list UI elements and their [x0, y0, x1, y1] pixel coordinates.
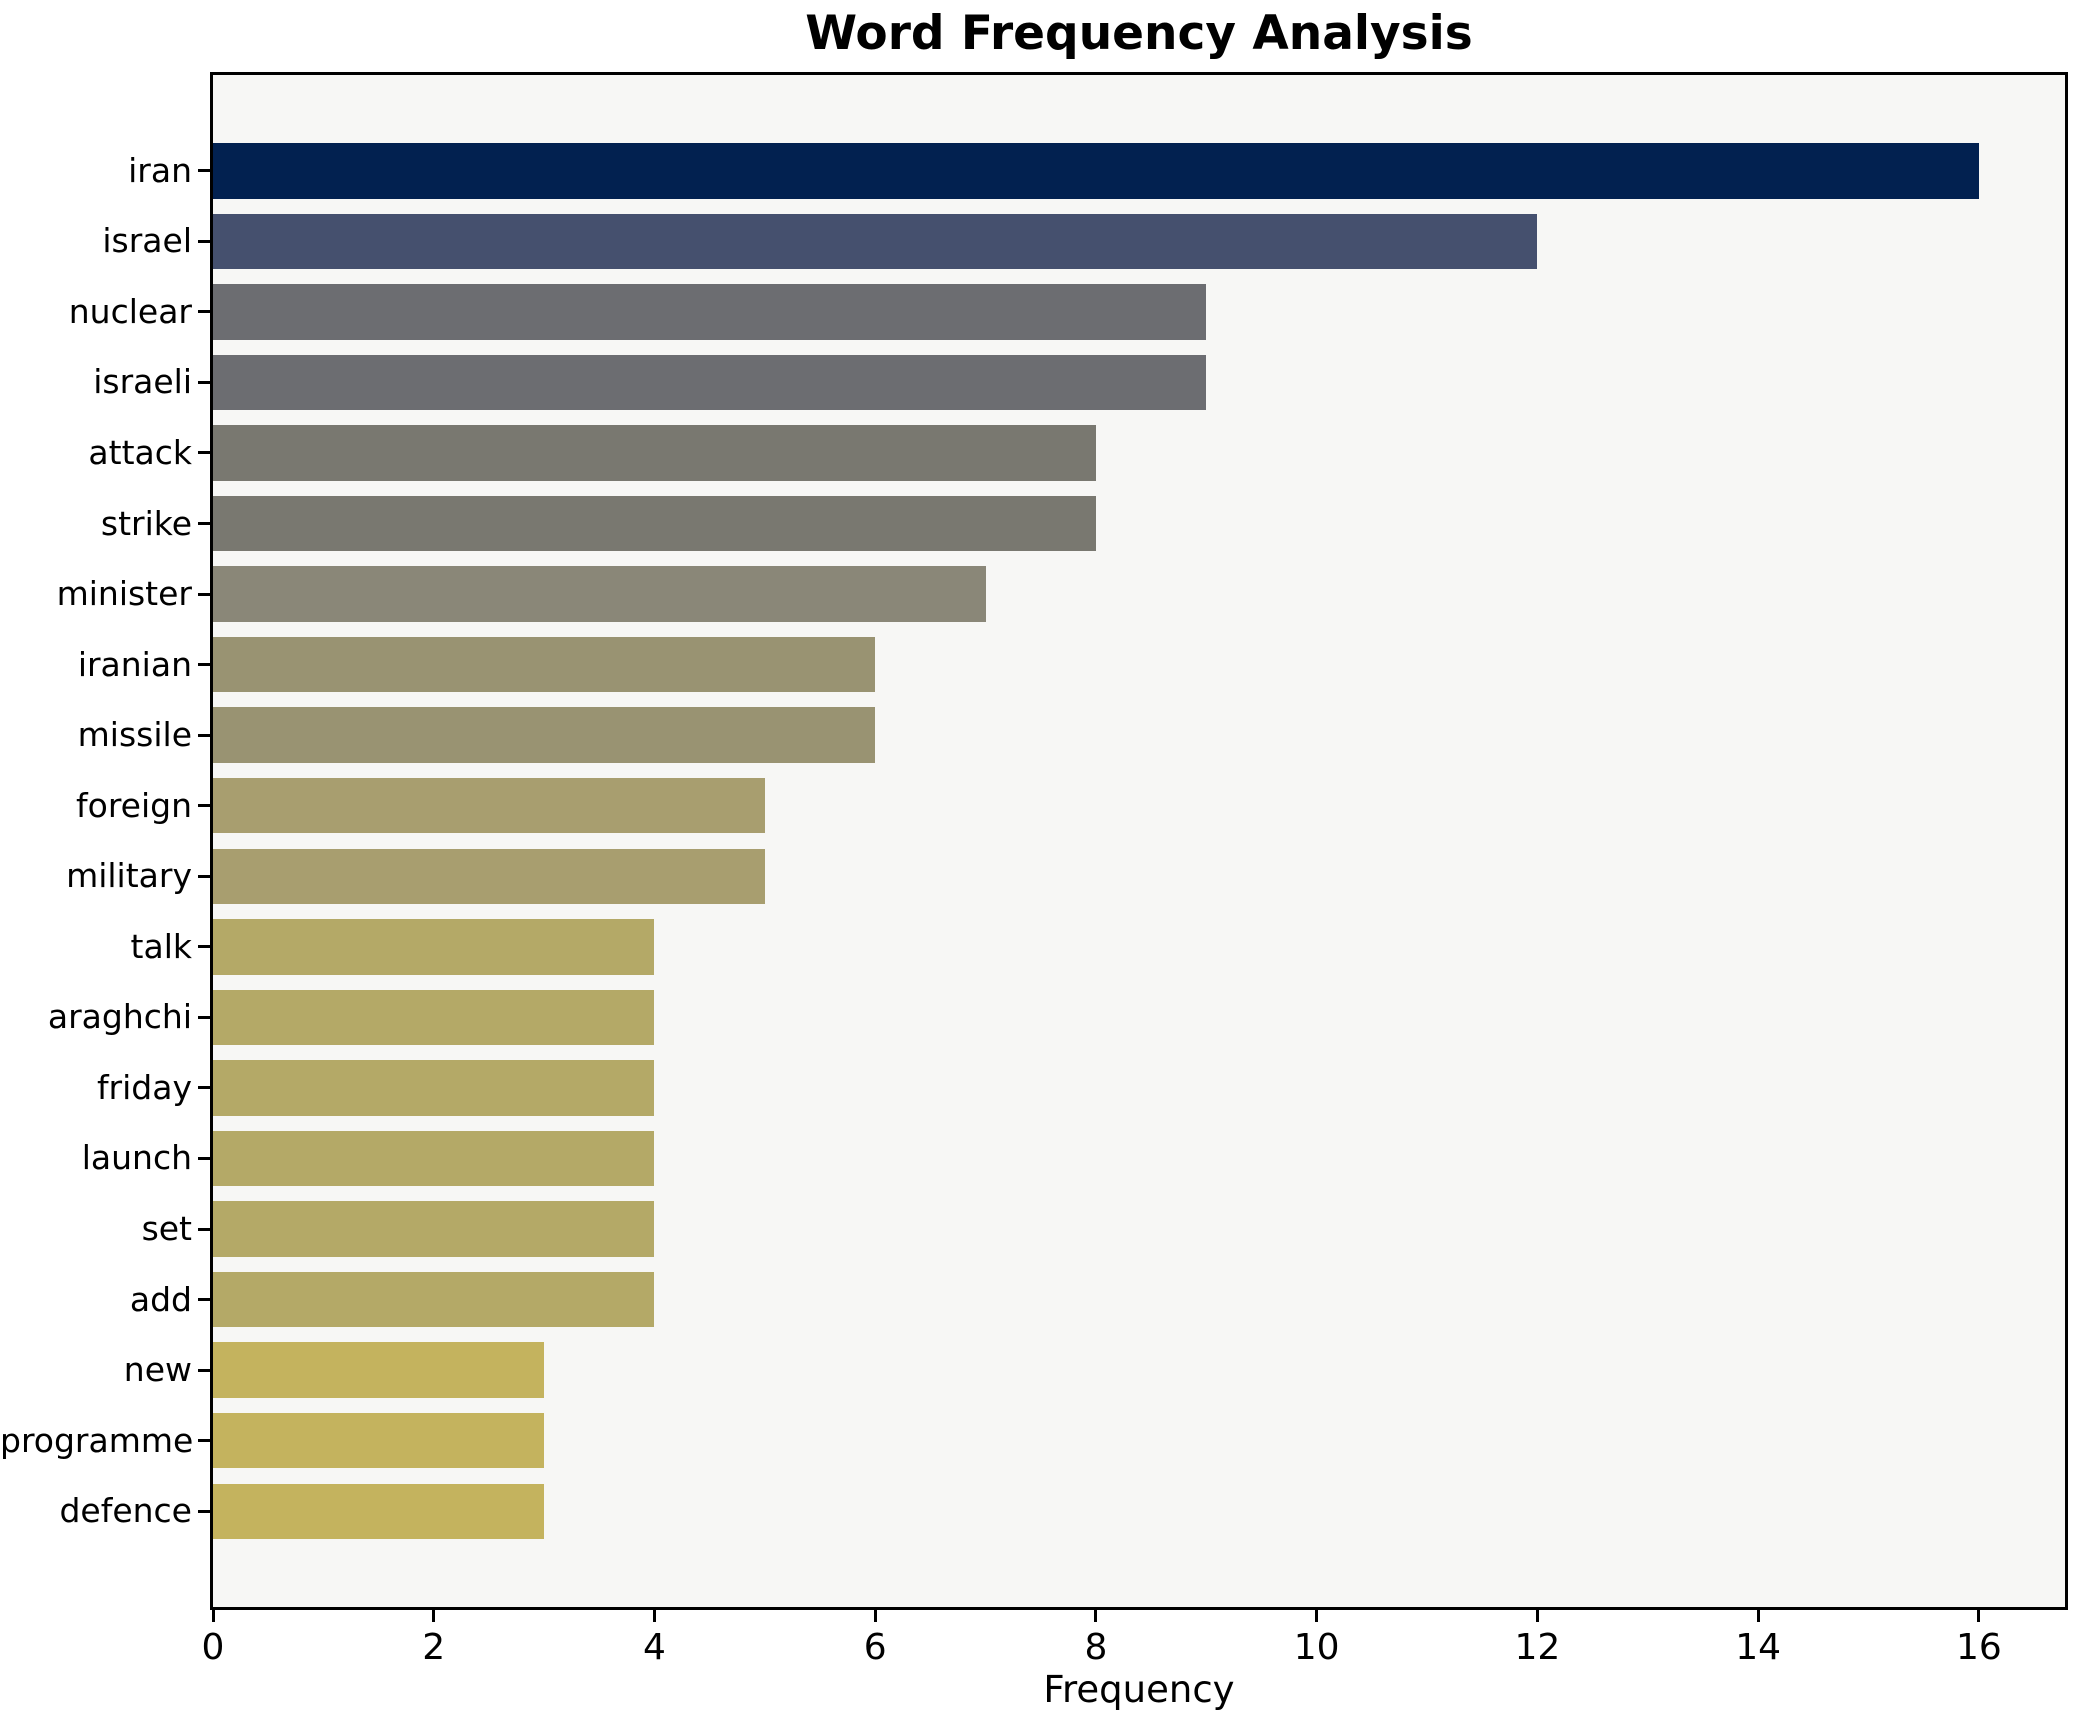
- y-tick-iran: [198, 169, 210, 173]
- bar-attack: [213, 425, 1096, 481]
- bar-israel: [213, 213, 1538, 270]
- x-tick-label-8: 8: [1084, 1627, 1108, 1668]
- y-label-iranian: iranian: [77, 644, 192, 684]
- x-tick-label-6: 6: [863, 1627, 887, 1668]
- bar-minister: [213, 566, 986, 622]
- y-tick-talk: [198, 945, 210, 949]
- y-label-attack: attack: [88, 432, 192, 472]
- y-label-launch: launch: [81, 1138, 192, 1178]
- x-tick-10: [1315, 1610, 1319, 1622]
- bar-launch: [213, 1130, 655, 1187]
- bar-araghchi: [213, 989, 655, 1046]
- x-tick-4: [652, 1610, 656, 1622]
- chart-title: Word Frequency Analysis: [805, 6, 1473, 61]
- y-tick-add: [198, 1298, 210, 1302]
- x-tick-0: [211, 1610, 215, 1622]
- y-label-araghchi: araghchi: [47, 997, 192, 1037]
- y-label-iran: iran: [128, 150, 192, 190]
- x-tick-12: [1535, 1610, 1539, 1622]
- x-axis-label: Frequency: [1043, 1668, 1235, 1711]
- y-label-strike: strike: [100, 503, 192, 543]
- y-label-talk: talk: [130, 926, 192, 966]
- x-tick-16: [1977, 1610, 1981, 1622]
- bar-military: [213, 848, 765, 905]
- bar-new: [213, 1342, 545, 1398]
- y-tick-israeli: [198, 380, 210, 384]
- bar-talk: [213, 919, 655, 975]
- y-tick-set: [198, 1227, 210, 1231]
- x-tick-label-16: 16: [1956, 1627, 2002, 1668]
- bar-foreign: [213, 777, 765, 834]
- y-tick-foreign: [198, 804, 210, 808]
- y-label-friday: friday: [96, 1067, 192, 1107]
- y-tick-launch: [198, 1156, 210, 1160]
- x-tick-label-2: 2: [422, 1627, 446, 1668]
- x-tick-label-0: 0: [201, 1627, 225, 1668]
- y-label-missile: missile: [77, 715, 192, 755]
- y-tick-friday: [198, 1086, 210, 1090]
- bar-set: [213, 1201, 655, 1257]
- bar-nuclear: [213, 284, 1207, 340]
- y-label-set: set: [141, 1209, 192, 1249]
- x-tick-8: [1094, 1610, 1098, 1622]
- y-tick-missile: [198, 733, 210, 737]
- y-label-foreign: foreign: [76, 785, 192, 825]
- y-tick-strike: [198, 522, 210, 525]
- y-tick-nuclear: [198, 310, 210, 314]
- y-label-nuclear: nuclear: [68, 291, 192, 331]
- plot-area: [210, 72, 2068, 1610]
- x-tick-2: [432, 1610, 436, 1622]
- x-tick-label-12: 12: [1514, 1627, 1561, 1668]
- y-tick-israel: [198, 239, 210, 243]
- y-label-add: add: [129, 1279, 192, 1319]
- bar-iranian: [213, 636, 876, 693]
- x-tick-label-10: 10: [1293, 1627, 1340, 1668]
- y-label-israeli: israeli: [93, 362, 192, 402]
- bar-strike: [213, 495, 1096, 552]
- x-tick-label-4: 4: [643, 1627, 666, 1668]
- bar-iran: [213, 143, 1979, 199]
- y-tick-minister: [198, 592, 210, 596]
- y-tick-defence: [198, 1509, 210, 1513]
- x-tick-6: [873, 1610, 877, 1622]
- bar-israeli: [213, 354, 1207, 411]
- y-tick-attack: [198, 451, 210, 455]
- x-tick-label-14: 14: [1735, 1627, 1782, 1668]
- bar-missile: [213, 707, 876, 763]
- y-label-military: military: [66, 856, 192, 896]
- y-label-defence: defence: [59, 1491, 192, 1531]
- y-label-new: new: [123, 1350, 192, 1390]
- y-label-israel: israel: [102, 221, 192, 261]
- bar-friday: [213, 1060, 655, 1116]
- y-tick-military: [198, 874, 210, 878]
- x-tick-14: [1756, 1610, 1760, 1622]
- y-label-minister: minister: [56, 574, 192, 614]
- bar-defence: [213, 1483, 545, 1539]
- y-tick-new: [198, 1368, 210, 1372]
- bar-add: [213, 1271, 655, 1328]
- y-tick-araghchi: [198, 1015, 210, 1019]
- bar-programme: [213, 1412, 545, 1469]
- y-label-programme: programme: [0, 1420, 194, 1460]
- y-tick-programme: [198, 1439, 210, 1443]
- y-tick-iranian: [198, 663, 210, 667]
